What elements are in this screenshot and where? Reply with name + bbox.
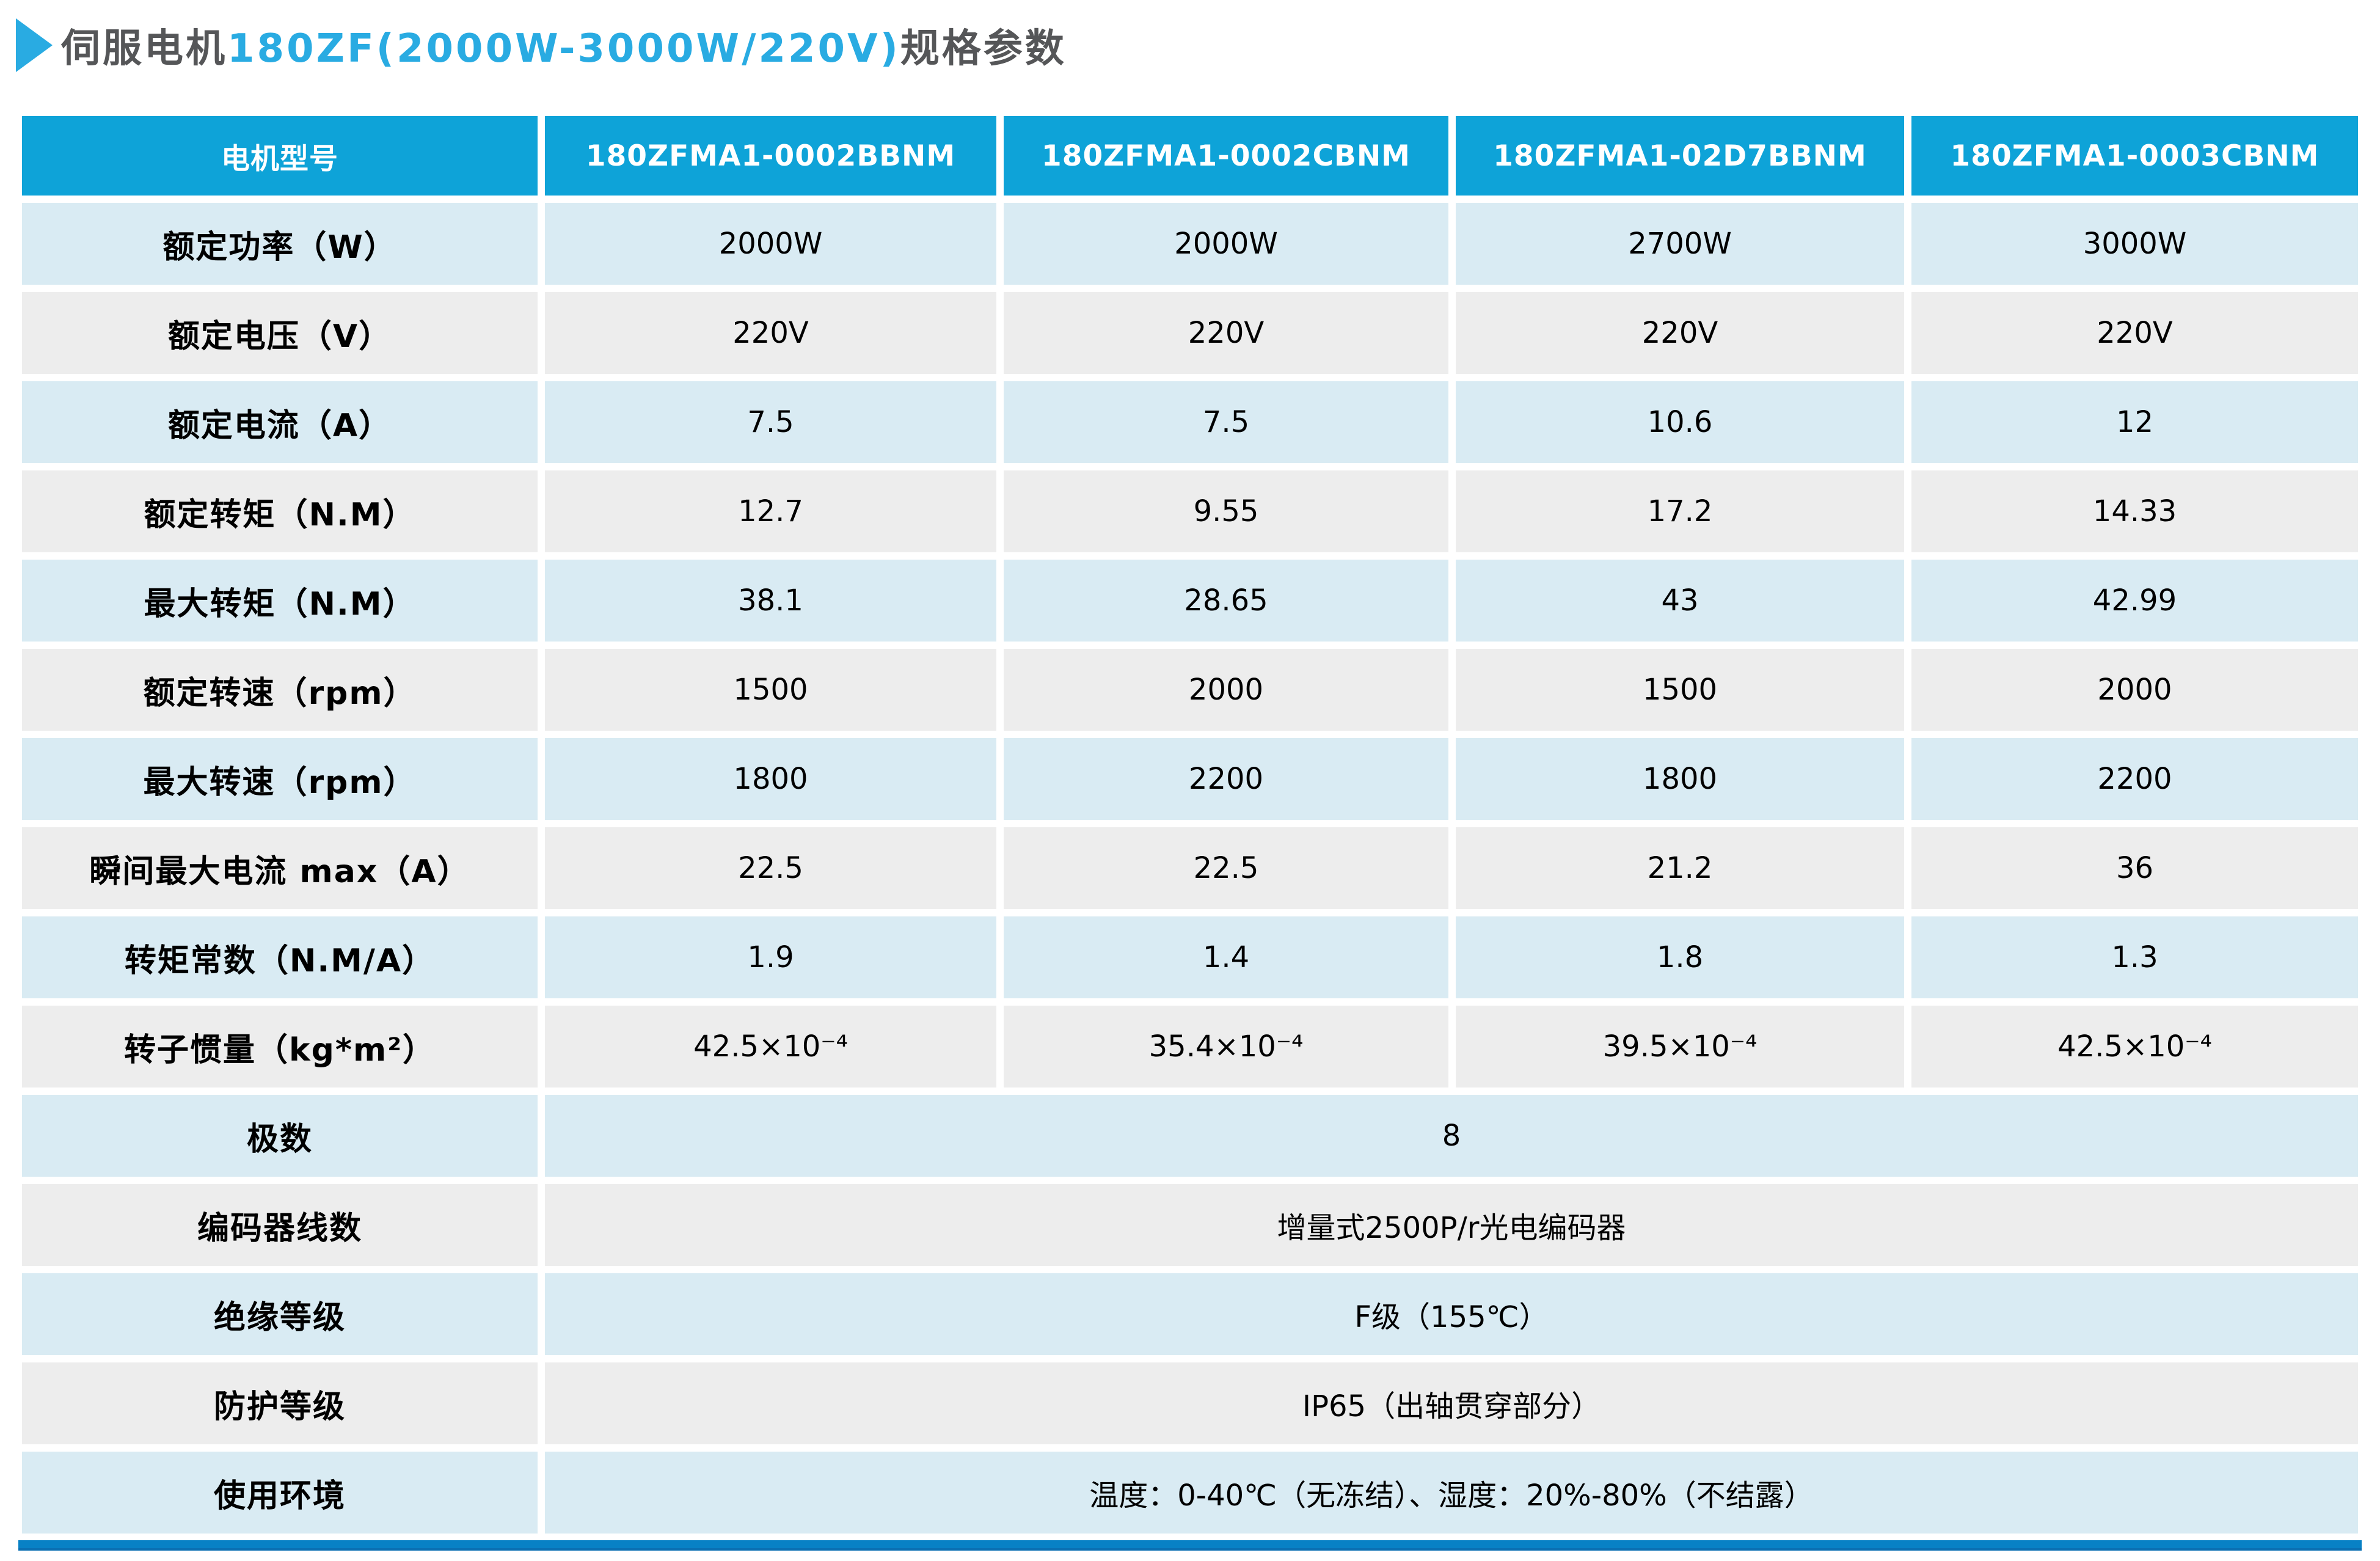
cell-value: 42.5×10⁻⁴ bbox=[1908, 1002, 2362, 1091]
cell-value: 220V bbox=[1000, 288, 1452, 378]
table-row: 防护等级 IP65（出轴贯穿部分） bbox=[18, 1359, 2362, 1448]
cell-value: 2000W bbox=[1000, 199, 1452, 288]
row-label: 极数 bbox=[18, 1091, 541, 1180]
cell-value: 9.55 bbox=[1000, 467, 1452, 556]
row-label: 额定转速（rpm） bbox=[18, 645, 541, 734]
table-row: 编码器线数 增量式2500P/r光电编码器 bbox=[18, 1180, 2362, 1270]
cell-value: 1.4 bbox=[1000, 913, 1452, 1002]
cell-value: 220V bbox=[541, 288, 1000, 378]
row-label: 绝缘等级 bbox=[18, 1270, 541, 1359]
column-header-model: 180ZFMA1-0003CBNM bbox=[1908, 112, 2362, 199]
title-suffix: 规格参数 bbox=[900, 26, 1067, 71]
cell-value: 1500 bbox=[1452, 645, 1908, 734]
cell-value: 42.99 bbox=[1908, 556, 2362, 645]
row-label: 使用环境 bbox=[18, 1448, 541, 1537]
cell-value: 21.2 bbox=[1452, 824, 1908, 913]
column-header-model: 180ZFMA1-0002BBNM bbox=[541, 112, 1000, 199]
cell-value: 22.5 bbox=[541, 824, 1000, 913]
cell-value: 1800 bbox=[1452, 734, 1908, 824]
cell-value: 22.5 bbox=[1000, 824, 1452, 913]
cell-value: 1800 bbox=[541, 734, 1000, 824]
table-row: 转子惯量（kg*m²） 42.5×10⁻⁴ 35.4×10⁻⁴ 39.5×10⁻⁴ 42… bbox=[18, 1002, 2362, 1091]
page-title: 伺服电机180ZF(2000W-3000W/220V)规格参数 bbox=[16, 16, 2380, 75]
table-body: 额定功率（W） 2000W 2000W 2700W 3000W 额定电压（V） 220V 22… bbox=[18, 199, 2362, 1537]
table-row: 额定电压（V） 220V 220V 220V 220V bbox=[18, 288, 2362, 378]
cell-value: 42.5×10⁻⁴ bbox=[541, 1002, 1000, 1091]
cell-value: 14.33 bbox=[1908, 467, 2362, 556]
cell-value: 12.7 bbox=[541, 467, 1000, 556]
row-label: 瞬间最大电流 max（A） bbox=[18, 824, 541, 913]
row-label: 防护等级 bbox=[18, 1359, 541, 1448]
table-row: 额定转矩（N.M） 12.7 9.55 17.2 14.33 bbox=[18, 467, 2362, 556]
table-row: 额定转速（rpm） 1500 2000 1500 2000 bbox=[18, 645, 2362, 734]
arrow-icon bbox=[16, 18, 53, 72]
cell-value-span: IP65（出轴贯穿部分） bbox=[541, 1359, 2362, 1448]
spec-table: 电机型号 180ZFMA1-0002BBNM 180ZFMA1-0002CBNM 18… bbox=[18, 112, 2362, 1537]
cell-value-span: 增量式2500P/r光电编码器 bbox=[541, 1180, 2362, 1270]
column-header-motor-model: 电机型号 bbox=[18, 112, 541, 199]
cell-value-span: F级（155℃） bbox=[541, 1270, 2362, 1359]
row-label: 最大转速（rpm） bbox=[18, 734, 541, 824]
page-title-text: 伺服电机180ZF(2000W-3000W/220V)规格参数 bbox=[61, 17, 1067, 73]
cell-value: 17.2 bbox=[1452, 467, 1908, 556]
table-row: 额定电流（A） 7.5 7.5 10.6 12 bbox=[18, 378, 2362, 467]
cell-value: 1.8 bbox=[1452, 913, 1908, 1002]
cell-value: 2200 bbox=[1908, 734, 2362, 824]
cell-value: 3000W bbox=[1908, 199, 2362, 288]
header-row: 电机型号 180ZFMA1-0002BBNM 180ZFMA1-0002CBNM 18… bbox=[18, 112, 2362, 199]
cell-value: 2000 bbox=[1000, 645, 1452, 734]
table-row: 额定功率（W） 2000W 2000W 2700W 3000W bbox=[18, 199, 2362, 288]
cell-value: 7.5 bbox=[541, 378, 1000, 467]
row-label: 最大转矩（N.M） bbox=[18, 556, 541, 645]
cell-value: 12 bbox=[1908, 378, 2362, 467]
cell-value: 35.4×10⁻⁴ bbox=[1000, 1002, 1452, 1091]
cell-value: 28.65 bbox=[1000, 556, 1452, 645]
table-row: 极数 8 bbox=[18, 1091, 2362, 1180]
cell-value: 2000 bbox=[1908, 645, 2362, 734]
row-label: 转子惯量（kg*m²） bbox=[18, 1002, 541, 1091]
table-row: 最大转速（rpm） 1800 2200 1800 2200 bbox=[18, 734, 2362, 824]
table-row: 绝缘等级 F级（155℃） bbox=[18, 1270, 2362, 1359]
cell-value: 2200 bbox=[1000, 734, 1452, 824]
cell-value: 39.5×10⁻⁴ bbox=[1452, 1002, 1908, 1091]
table-row: 转矩常数（N.M/A） 1.9 1.4 1.8 1.3 bbox=[18, 913, 2362, 1002]
title-prefix: 伺服电机 bbox=[61, 26, 227, 71]
cell-value: 2700W bbox=[1452, 199, 1908, 288]
cell-value: 220V bbox=[1908, 288, 2362, 378]
row-label: 额定转矩（N.M） bbox=[18, 467, 541, 556]
row-label: 转矩常数（N.M/A） bbox=[18, 913, 541, 1002]
cell-value: 10.6 bbox=[1452, 378, 1908, 467]
bottom-accent-bar bbox=[18, 1540, 2362, 1551]
cell-value: 2000W bbox=[541, 199, 1000, 288]
title-highlight: 180ZF(2000W-3000W/220V) bbox=[227, 26, 900, 71]
cell-value: 7.5 bbox=[1000, 378, 1452, 467]
table-row: 最大转矩（N.M） 38.1 28.65 43 42.99 bbox=[18, 556, 2362, 645]
cell-value: 1.9 bbox=[541, 913, 1000, 1002]
table-row: 使用环境 温度：0-40℃（无冻结）、湿度：20%-80%（不结露） bbox=[18, 1448, 2362, 1537]
row-label: 编码器线数 bbox=[18, 1180, 541, 1270]
cell-value: 220V bbox=[1452, 288, 1908, 378]
cell-value: 36 bbox=[1908, 824, 2362, 913]
cell-value: 43 bbox=[1452, 556, 1908, 645]
row-label: 额定电流（A） bbox=[18, 378, 541, 467]
cell-value-span: 8 bbox=[541, 1091, 2362, 1180]
row-label: 额定功率（W） bbox=[18, 199, 541, 288]
row-label: 额定电压（V） bbox=[18, 288, 541, 378]
cell-value: 1.3 bbox=[1908, 913, 2362, 1002]
cell-value: 1500 bbox=[541, 645, 1000, 734]
column-header-model: 180ZFMA1-02D7BBNM bbox=[1452, 112, 1908, 199]
cell-value-span: 温度：0-40℃（无冻结）、湿度：20%-80%（不结露） bbox=[541, 1448, 2362, 1537]
column-header-model: 180ZFMA1-0002CBNM bbox=[1000, 112, 1452, 199]
table-row: 瞬间最大电流 max（A） 22.5 22.5 21.2 36 bbox=[18, 824, 2362, 913]
cell-value: 38.1 bbox=[541, 556, 1000, 645]
